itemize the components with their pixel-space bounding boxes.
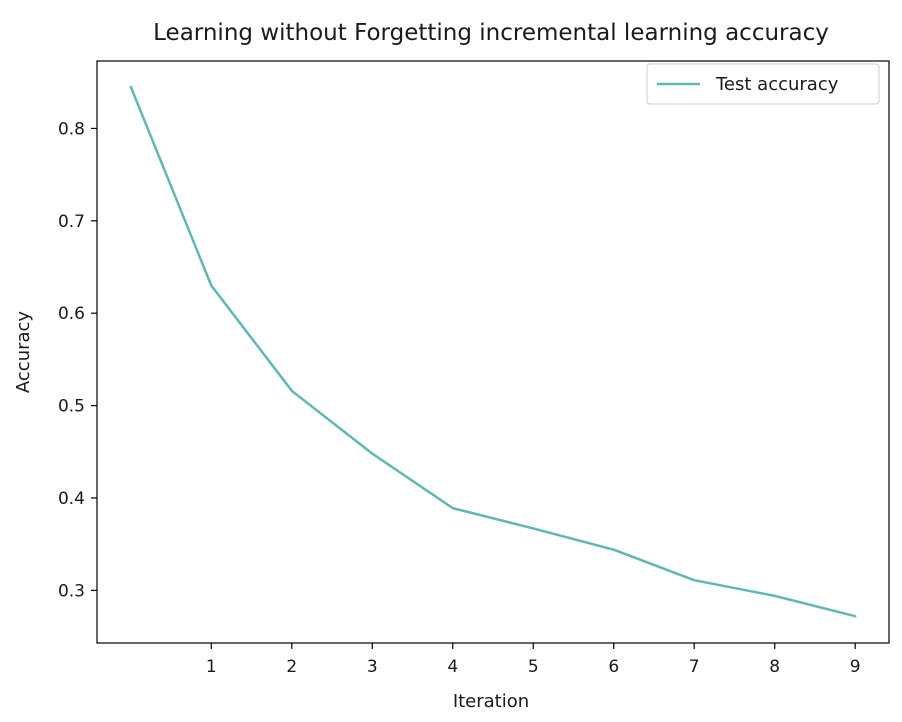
x-tick-label: 4 [447, 657, 458, 677]
legend: Test accuracy [646, 63, 880, 105]
series-layer [129, 85, 857, 618]
x-tick-label: 7 [689, 657, 700, 677]
series-line-test-accuracy [129, 85, 857, 618]
x-tick-label: 3 [367, 657, 378, 677]
y-tick-label: 0.6 [58, 304, 85, 324]
y-tick-label: 0.4 [58, 489, 85, 509]
y-tick-label: 0.7 [58, 212, 85, 232]
x-axis-ticks: 1 2 3 4 5 6 7 8 9 [206, 643, 861, 677]
y-tick-label: 0.3 [58, 581, 85, 601]
legend-label-test-accuracy: Test accuracy [715, 74, 839, 95]
x-axis-label: Iteration [453, 691, 529, 712]
plot-frame [96, 60, 890, 644]
x-tick-label: 8 [769, 657, 780, 677]
legend-box [646, 63, 880, 105]
x-tick-label: 9 [850, 657, 861, 677]
y-axis-ticks: 0.3 0.4 0.5 0.6 0.7 0.8 [58, 119, 97, 601]
y-tick-label: 0.8 [58, 119, 85, 139]
x-tick-label: 1 [206, 657, 217, 677]
x-tick-label: 2 [286, 657, 297, 677]
y-tick-label: 0.5 [58, 397, 85, 417]
y-axis-label: Accuracy [13, 311, 34, 394]
x-tick-label: 6 [608, 657, 619, 677]
x-tick-label: 5 [528, 657, 539, 677]
chart-title: Learning without Forgetting incremental … [153, 20, 829, 46]
